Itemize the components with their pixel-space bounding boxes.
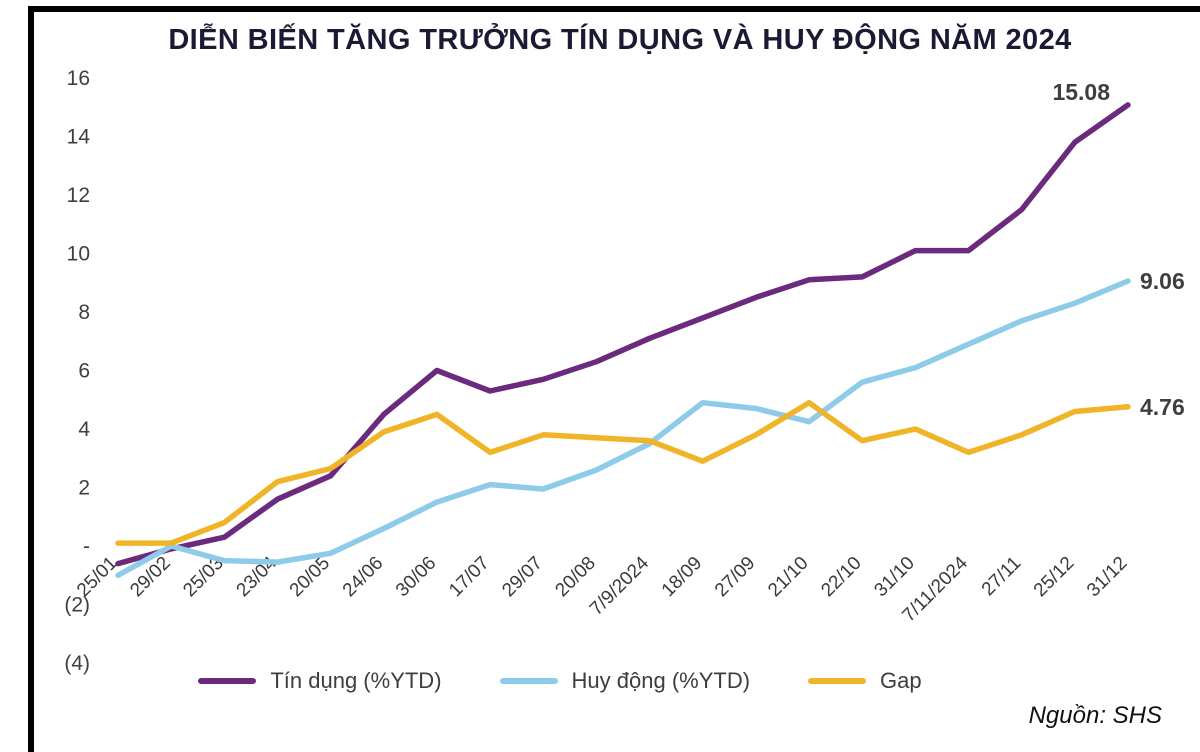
legend-swatch-gap-icon	[808, 678, 867, 684]
svg-text:10: 10	[67, 243, 90, 266]
svg-text:21/10: 21/10	[764, 553, 812, 601]
svg-text:14: 14	[67, 126, 91, 149]
svg-text:24/06: 24/06	[339, 553, 387, 601]
legend-item-huy-dong: Huy động (%YTD)	[499, 668, 751, 694]
svg-text:7/9/2024: 7/9/2024	[586, 552, 653, 619]
legend-item-tin-dung: Tín dụng (%YTD)	[198, 668, 442, 694]
svg-text:2: 2	[78, 477, 90, 500]
svg-text:31/12: 31/12	[1083, 553, 1131, 601]
svg-text:9.06: 9.06	[1140, 268, 1185, 294]
frame-border-top	[28, 6, 1200, 12]
legend-swatch-huy-dong-icon	[499, 678, 558, 684]
svg-text:20/08: 20/08	[551, 553, 599, 601]
svg-text:17/07: 17/07	[445, 553, 493, 601]
svg-text:30/06: 30/06	[392, 553, 440, 601]
svg-text:12: 12	[67, 184, 90, 207]
legend-swatch-tin-dung-icon	[198, 678, 257, 684]
legend-label-gap: Gap	[880, 668, 922, 693]
svg-text:31/10: 31/10	[870, 553, 918, 601]
legend-item-gap: Gap	[808, 668, 922, 694]
legend-label-tin-dung: Tín dụng (%YTD)	[270, 668, 442, 693]
svg-text:4: 4	[78, 418, 90, 441]
svg-text:25/01: 25/01	[73, 553, 121, 601]
chart-legend: Tín dụng (%YTD) Huy động (%YTD) Gap	[0, 668, 1120, 694]
svg-text:(2): (2)	[64, 594, 90, 617]
source-note: Nguồn: SHS	[1028, 702, 1162, 729]
svg-text:25/12: 25/12	[1030, 553, 1078, 601]
svg-text:8: 8	[78, 301, 90, 324]
legend-label-huy-dong: Huy động (%YTD)	[571, 668, 751, 693]
svg-text:6: 6	[78, 360, 90, 383]
svg-text:29/07: 29/07	[498, 553, 546, 601]
svg-text:15.08: 15.08	[1052, 79, 1110, 105]
svg-text:27/09: 27/09	[711, 553, 759, 601]
chart-title: DIỄN BIẾN TĂNG TRƯỞNG TÍN DỤNG VÀ HUY ĐỘ…	[168, 24, 1072, 56]
svg-text:-: -	[83, 535, 90, 558]
svg-text:18/09: 18/09	[658, 553, 706, 601]
svg-text:22/10: 22/10	[817, 553, 865, 601]
svg-text:4.76: 4.76	[1140, 394, 1185, 420]
svg-text:27/11: 27/11	[978, 553, 1025, 600]
svg-text:(4): (4)	[64, 652, 90, 675]
svg-text:16: 16	[67, 67, 90, 90]
frame-border-left	[28, 6, 34, 752]
